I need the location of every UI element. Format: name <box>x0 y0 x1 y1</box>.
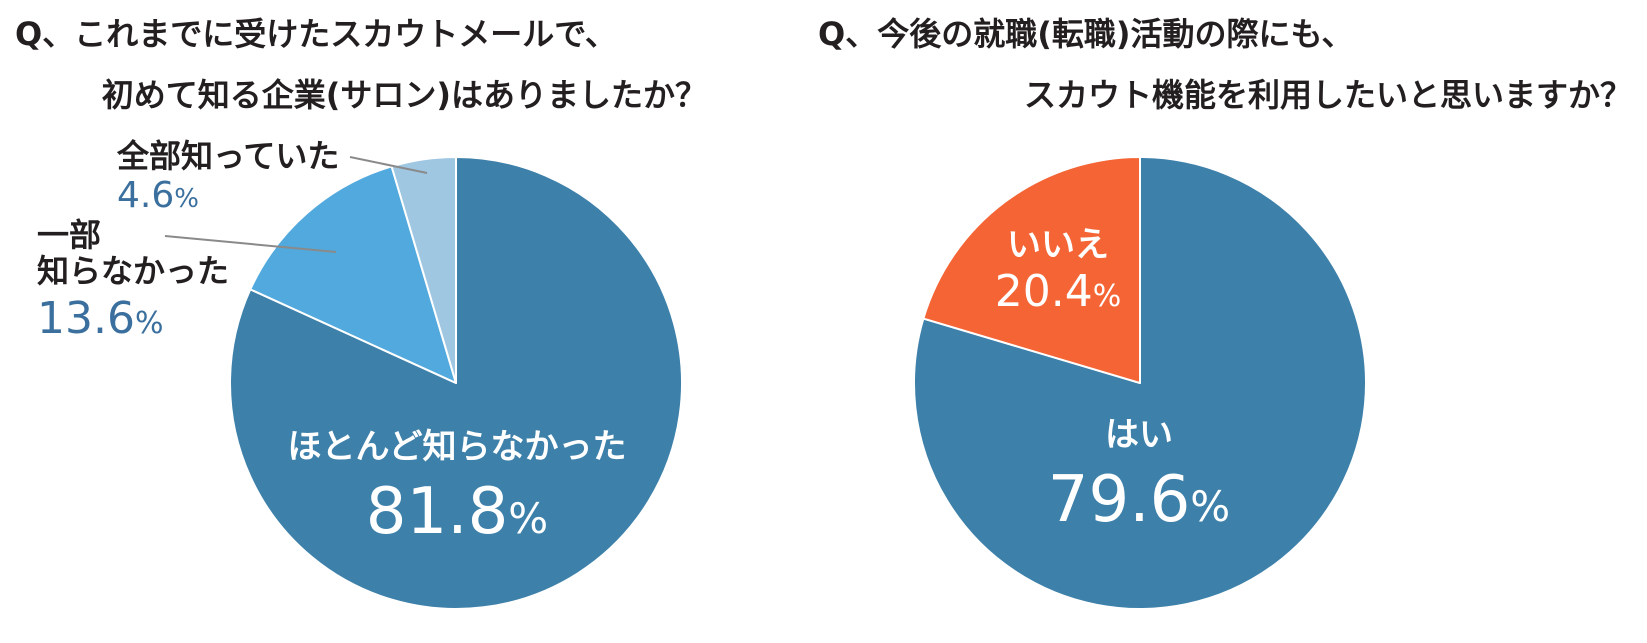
slice-value-number-all-known: 4.6 <box>117 175 174 216</box>
chart-title-line-2: 初めて知る企業(サロン)はありましたか？ <box>102 76 707 114</box>
slice-label-partly-unknown-line-2: 知らなかった <box>37 252 229 290</box>
leader-line-partly-unknown <box>164 235 337 253</box>
percent-unit: % <box>174 184 199 214</box>
chart-title-line-1: Q、これまでに受けたスカウトメールで、 <box>15 15 617 53</box>
slice-partly-unknown <box>249 165 457 384</box>
slice-label-yes: はい <box>1105 415 1173 455</box>
slice-value-mostly-unknown: 81.8% <box>366 475 548 549</box>
pie-chart-use-scout-again: Q、今後の就職(転職)活動の際にも、 スカウト機能を利用したいと思いますか？ い… <box>818 15 1632 610</box>
slice-value-number-yes: 79.6 <box>1048 463 1191 537</box>
pie-right-slices <box>913 156 1367 610</box>
slice-value-partly-unknown: 13.6% <box>37 293 163 344</box>
slice-value-number-no: 20.4 <box>995 266 1093 317</box>
slice-label-mostly-unknown: ほとんど知らなかった <box>288 427 627 467</box>
slice-label-partly-unknown-line-1: 一部 <box>37 216 101 254</box>
slice-value-no: 20.4% <box>995 266 1121 317</box>
percent-unit: % <box>1093 279 1122 314</box>
slice-value-number-mostly-unknown: 81.8 <box>366 475 509 549</box>
slice-value-number-partly-unknown: 13.6 <box>37 293 135 344</box>
slice-value-all-known: 4.6% <box>117 175 199 216</box>
slice-label-all-known: 全部知っていた <box>116 137 339 175</box>
percent-unit: % <box>135 306 164 341</box>
slice-no <box>922 156 1141 384</box>
percent-unit: % <box>508 494 548 543</box>
pie-chart-known-companies: Q、これまでに受けたスカウトメールで、 初めて知る企業(サロン)はありましたか？… <box>15 15 707 610</box>
chart-title-line-1: Q、今後の就職(転職)活動の際にも、 <box>818 15 1354 53</box>
percent-unit: % <box>1190 482 1230 531</box>
slice-value-yes: 79.6% <box>1048 463 1230 537</box>
chart-title-line-2: スカウト機能を利用したいと思いますか？ <box>1024 76 1632 114</box>
leader-line-all-known <box>349 156 428 174</box>
pie-left-slices <box>229 156 683 610</box>
slice-label-no: いいえ <box>1007 225 1109 265</box>
